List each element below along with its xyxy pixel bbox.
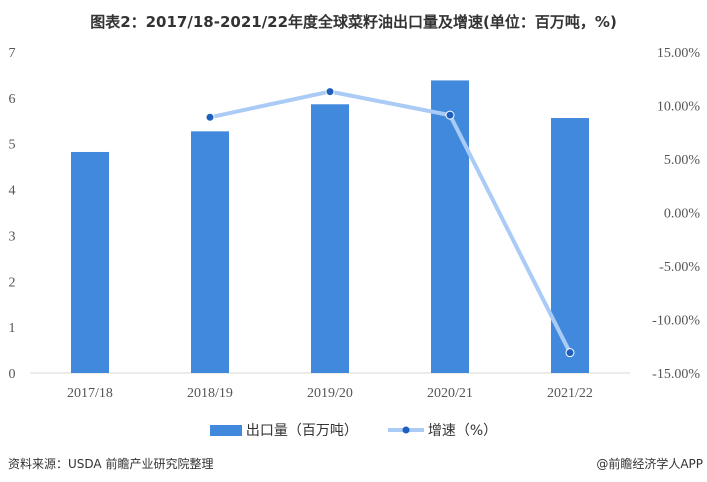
bar (551, 118, 589, 373)
right-tick-label: -10.00% (652, 314, 700, 329)
left-tick-label: 1 (9, 321, 16, 336)
x-tick-label: 2017/18 (67, 386, 113, 401)
bar (71, 151, 109, 373)
right-tick-label: 10.00% (657, 100, 701, 115)
x-tick-label: 2021/22 (547, 386, 593, 401)
legend-bar-swatch (209, 424, 242, 436)
left-tick-label: 5 (9, 138, 16, 153)
growth-point (205, 112, 215, 122)
brand-credit: @前瞻经济学人APP (596, 457, 703, 471)
right-tick-label: 15.00% (657, 46, 701, 61)
chart-title: 图表2：2017/18-2021/22年度全球菜籽油出口量及增速(单位：百万吨，… (90, 13, 617, 31)
x-tick-label: 2018/19 (187, 386, 233, 401)
x-tick-label: 2019/20 (307, 386, 353, 401)
left-tick-label: 0 (9, 367, 16, 382)
x-tick-label: 2020/21 (427, 386, 473, 401)
growth-point (445, 110, 455, 120)
right-tick-label: -15.00% (652, 367, 700, 382)
left-tick-label: 7 (9, 46, 16, 61)
right-tick-label: -5.00% (659, 260, 700, 275)
right-tick-label: 0.00% (664, 207, 701, 222)
growth-point (565, 348, 575, 358)
legend-item-line: 增速（%） (387, 420, 498, 440)
legend-line-swatch (387, 426, 424, 434)
left-tick-label: 2 (9, 275, 16, 290)
left-tick-label: 3 (9, 229, 16, 244)
bar (311, 104, 349, 373)
left-tick-label: 6 (9, 92, 16, 107)
growth-point (325, 87, 335, 97)
legend: 出口量（百万吨） 增速（%） (0, 420, 707, 440)
bar (191, 131, 229, 373)
left-tick-label: 4 (9, 184, 16, 199)
legend-line-label: 增速（%） (427, 423, 498, 439)
source-note: 资料来源：USDA 前瞻产业研究院整理 (8, 457, 214, 471)
right-tick-label: 5.00% (664, 153, 701, 168)
legend-item-bar: 出口量（百万吨） (209, 420, 358, 440)
legend-bar-label: 出口量（百万吨） (245, 423, 358, 439)
growth-line (209, 89, 572, 354)
bar (431, 80, 469, 373)
